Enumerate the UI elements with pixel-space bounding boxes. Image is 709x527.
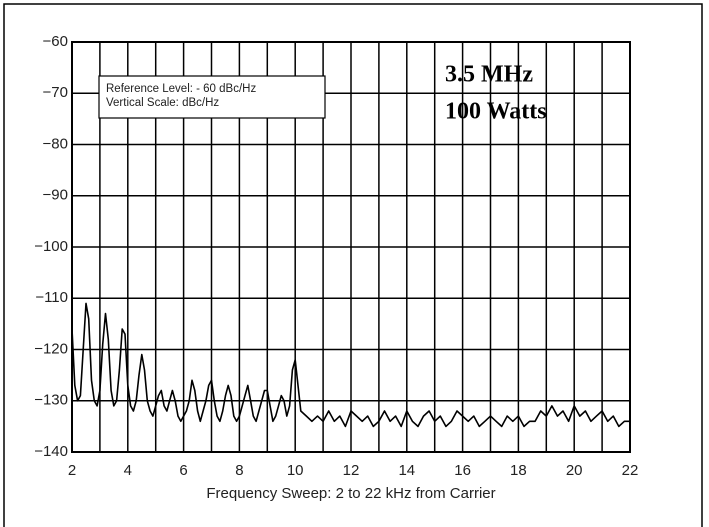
frame: [3, 3, 703, 527]
y-tick-label: −90: [43, 187, 68, 204]
annotation: 3.5 MHz: [445, 62, 533, 88]
y-tick-label: −80: [43, 135, 68, 152]
plot-border: [71, 41, 631, 453]
x-tick-label: 16: [454, 462, 471, 479]
y-tick-label: −100: [34, 238, 68, 255]
y-tick-label: −140: [34, 443, 68, 460]
x-tick-label: 8: [235, 462, 243, 479]
annotation: 100 Watts: [445, 99, 547, 125]
info-line: Reference Level: - 60 dBc/Hz: [106, 83, 256, 95]
y-tick-label: −130: [34, 392, 68, 409]
y-tick-label: −70: [43, 84, 68, 101]
x-tick-label: 10: [287, 462, 304, 479]
y-tick-label: −110: [35, 289, 68, 306]
y-tick-label: −120: [34, 340, 68, 357]
x-tick-label: 18: [510, 462, 527, 479]
trace: [71, 302, 630, 428]
x-tick-label: 4: [124, 462, 132, 479]
x-tick-label: 20: [566, 462, 583, 479]
y-tick-label: −60: [43, 33, 68, 50]
x-tick-label: 14: [398, 462, 415, 479]
x-tick-label: 22: [622, 462, 639, 479]
info-box: [98, 75, 326, 119]
info-line: Vertical Scale: dBc/Hz: [106, 97, 219, 109]
x-axis-label: Frequency Sweep: 2 to 22 kHz from Carrie…: [206, 485, 495, 502]
x-tick-label: 6: [179, 462, 187, 479]
x-tick-label: 12: [343, 462, 360, 479]
x-tick-label: 2: [68, 462, 76, 479]
